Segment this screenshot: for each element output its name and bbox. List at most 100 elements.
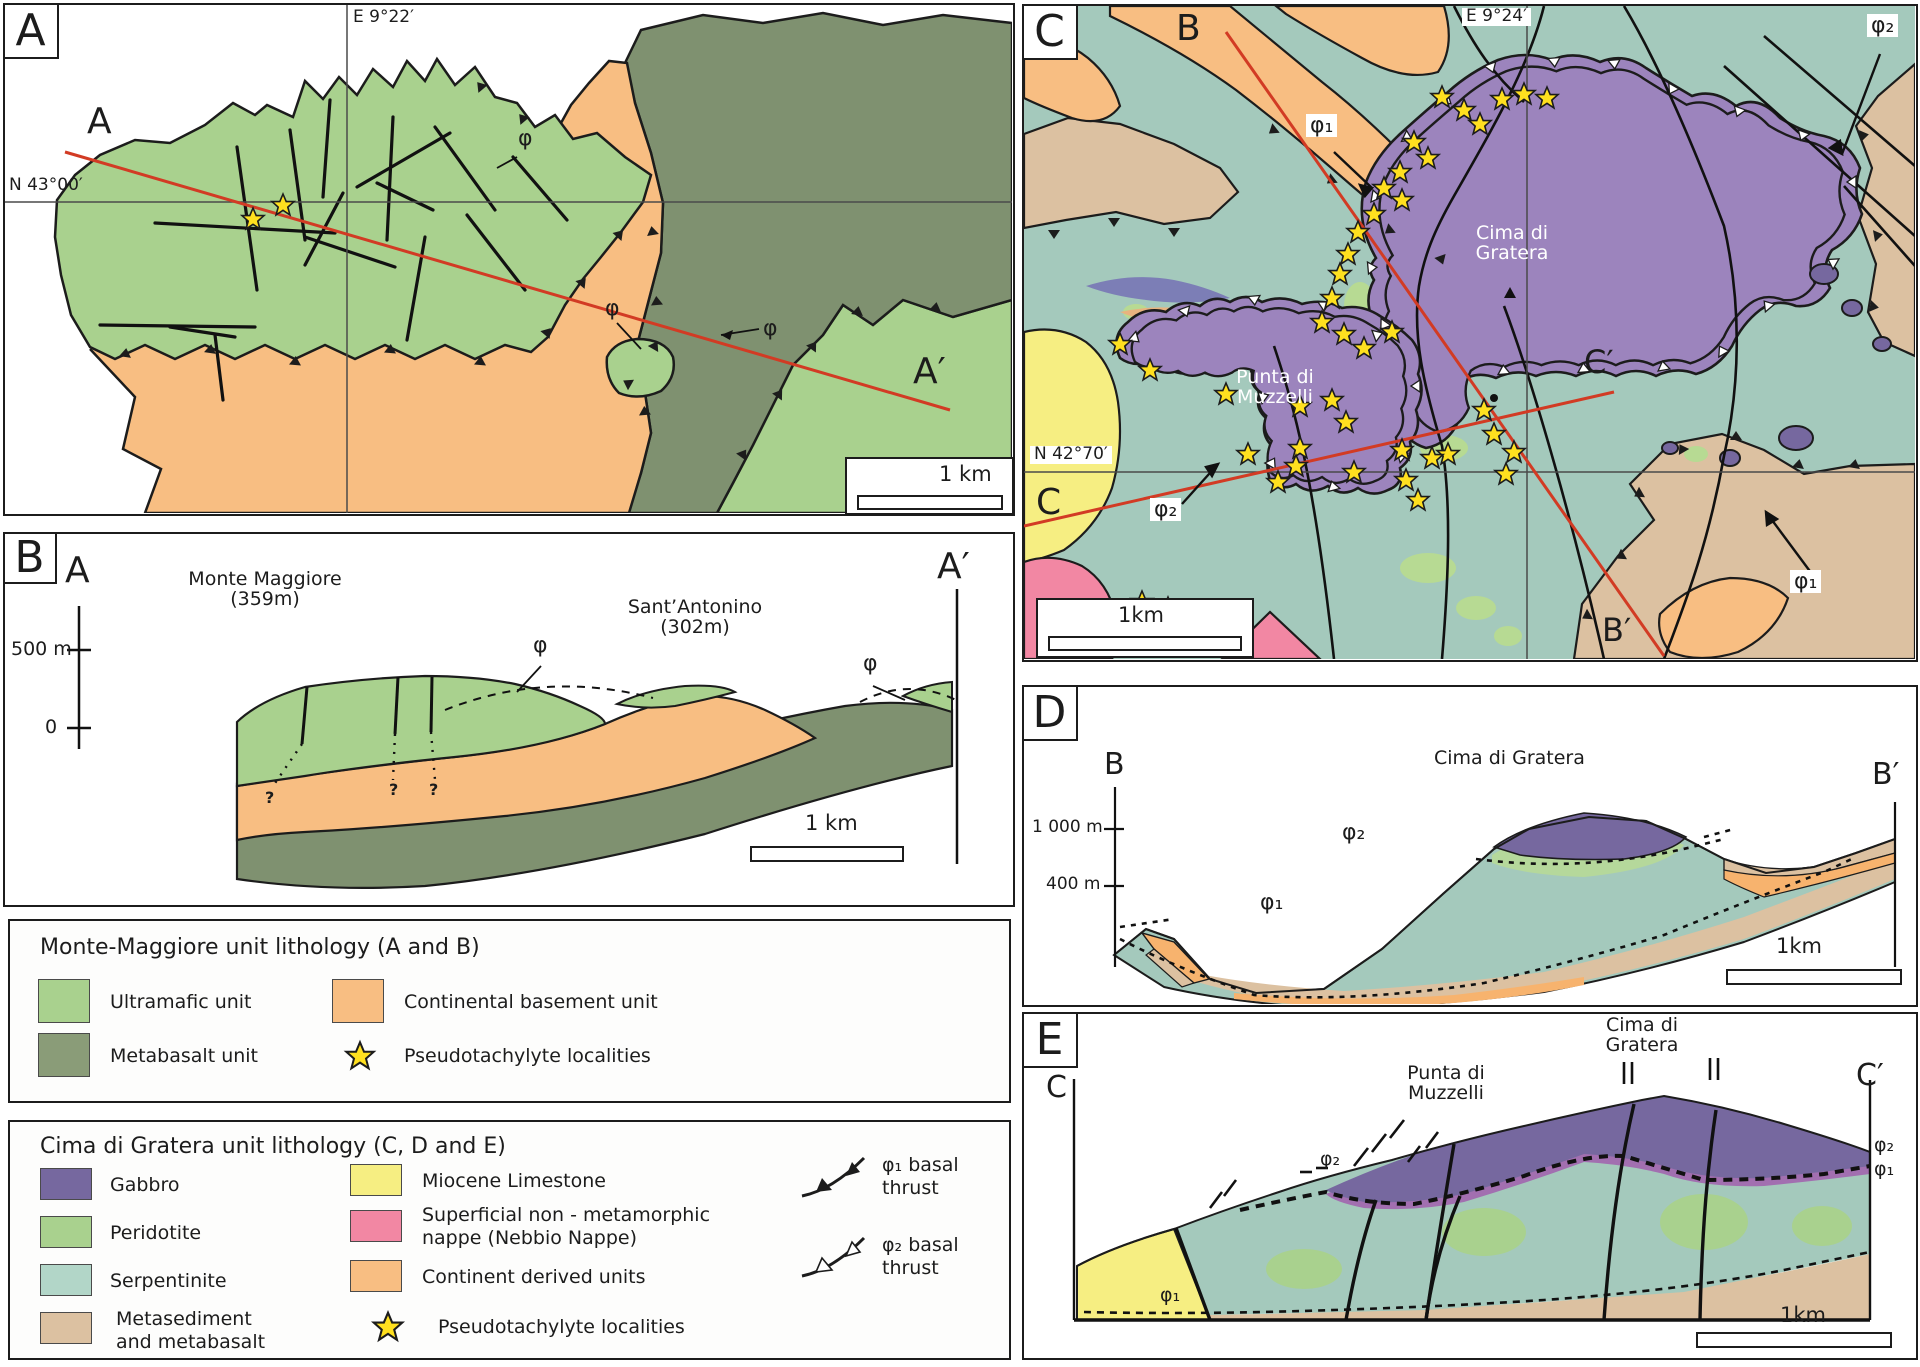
phi2-basal-thrust-icon [801, 1236, 866, 1278]
panel-e-section-art [1072, 1058, 1872, 1322]
legend-label: Continental basement unit [404, 991, 658, 1013]
scale-label: 1km [1118, 603, 1164, 627]
peak-sant-antonino: Sant’Antonino (302m) [627, 596, 763, 638]
section-line-a [64, 150, 951, 412]
legend-label: Metabasalt unit [110, 1045, 259, 1067]
legend-monte-maggiore: Monte-Maggiore unit lithology (A and B) … [8, 919, 1011, 1103]
latitude-label: N 42°70′ [1030, 445, 1112, 464]
section-b-left-end: A [65, 550, 90, 591]
section-e-start: C [1046, 1070, 1067, 1105]
panel-d-cross-section: D B B′ Cima di Gratera 1 000 m 400 m φ₂ … [1021, 684, 1918, 1007]
elevation-tick-500: 500 m [11, 638, 72, 660]
panel-b-section-art [67, 589, 961, 889]
swatch-metasediment [40, 1312, 92, 1344]
section-b-right-end: A′ [937, 546, 970, 587]
panel-a-letter: A [2, 2, 59, 59]
legend-label: Pseudotachylyte localities [438, 1316, 685, 1338]
longitude-label: E 9°22′ [353, 7, 414, 27]
section-line-b [1224, 31, 1666, 657]
panel-d-section-art [1104, 787, 1897, 1004]
phi1-edge-label: φ₁ [1874, 1158, 1895, 1180]
panel-c-map-art [1024, 6, 1915, 659]
legend-label: Peridotite [110, 1222, 202, 1244]
phi1-label: φ₁ [1306, 114, 1338, 137]
section-c-start: C [1036, 482, 1062, 523]
phi1-label: φ₁ [1160, 1284, 1181, 1306]
scale-bar [750, 846, 904, 862]
legend-cima-di-gratera: Cima di Gratera unit lithology (C, D and… [8, 1120, 1011, 1360]
phi2-label: φ₂ [1867, 14, 1899, 37]
uncertainty-mark: ? [429, 780, 439, 799]
legend-label: Gabbro [110, 1174, 180, 1196]
legend-label: Metasediment and metabasalt [116, 1308, 266, 1353]
legend-label: Superficial non - metamorphic nappe (Neb… [422, 1204, 711, 1249]
legend-title: Cima di Gratera unit lithology (C, D and… [40, 1134, 506, 1159]
section-a-start: A [87, 101, 112, 142]
peak-punta-di-muzzelli: Punta di Muzzelli [1407, 1062, 1485, 1104]
section-d-end: B′ [1872, 757, 1900, 792]
legend-label: Pseudotachylyte localities [404, 1045, 651, 1067]
legend-label: Ultramafic unit [110, 991, 252, 1013]
panel-a-map: A E 9°22′ N 43°00′ A A′ φ φ φ 1 km [2, 2, 1015, 516]
swatch-continental-basement [332, 979, 384, 1023]
scale-box: 1km [1036, 598, 1254, 658]
peak-cima-di-gratera: Cima di Gratera [1434, 747, 1585, 769]
scale-box: 1 km [845, 457, 1014, 515]
legend-label: Continent derived units [422, 1266, 646, 1288]
elevation-tick-0: 0 [45, 716, 58, 738]
elevation-tick-400: 400 m [1046, 874, 1101, 894]
peak-punta-di-muzzelli: Punta di Muzzelli [1236, 366, 1314, 408]
swatch-ultramafic [38, 979, 90, 1023]
section-a-end: A′ [913, 351, 946, 392]
swatch-nebbio-nappe [350, 1210, 402, 1242]
elevation-tick-1000: 1 000 m [1032, 817, 1103, 837]
panel-b-cross-section: B A A′ Monte Maggiore (359m) Sant’Antoni… [2, 531, 1015, 907]
phi2-edge-label: φ₂ [1874, 1134, 1895, 1156]
phi-label: φ [518, 126, 533, 151]
section-c-end: C′ [1584, 343, 1614, 381]
uncertainty-mark: ? [389, 780, 399, 799]
peak-monte-maggiore: Monte Maggiore (359m) [188, 568, 342, 610]
phi1-label: φ₁ [1260, 890, 1284, 915]
scale-bar [857, 495, 1003, 510]
uncertainty-mark: ? [265, 788, 275, 807]
swatch-continent-derived [350, 1260, 402, 1292]
summit-triangle-icon [1504, 287, 1516, 298]
panel-c-map: C B E 9°24′ φ₂ φ₁ Cima di Gratera Punta … [1021, 3, 1918, 662]
phi2-label: φ₂ [1150, 498, 1182, 521]
legend-title: Monte-Maggiore unit lithology (A and B) [40, 935, 480, 960]
panel-e-cross-section: E C C′ Cima di Gratera Punta di Muzzelli… [1021, 1011, 1918, 1360]
scale-bar [1048, 636, 1242, 651]
section-line-c [1024, 390, 1615, 528]
longitude-label: E 9°24′ [1462, 7, 1531, 26]
panel-b-letter: B [2, 531, 57, 584]
panel-e-letter: E [1021, 1011, 1078, 1068]
star-icon [345, 1041, 375, 1070]
legend-label: Serpentinite [110, 1270, 227, 1292]
phi-label: φ [863, 651, 878, 676]
swatch-gabbro [40, 1168, 92, 1200]
section-d-start: B [1104, 747, 1125, 782]
phi2-label: φ₂ [1320, 1148, 1341, 1170]
section-b-end: B′ [1602, 611, 1632, 649]
phi-label: φ [533, 633, 548, 658]
thrust-label: φ₂ basal thrust [882, 1234, 959, 1279]
phi1-label: φ₁ [1790, 570, 1822, 593]
scale-label: 1km [1780, 1303, 1826, 1327]
panel-d-letter: D [1021, 684, 1078, 741]
legend-label: Miocene Limestone [422, 1170, 606, 1192]
thrust-label: φ₁ basal thrust [882, 1154, 959, 1199]
scale-label: 1km [1776, 934, 1822, 958]
panel-c-letter: C [1021, 3, 1078, 60]
phi2-label: φ₂ [1342, 820, 1366, 845]
phi-label: φ [605, 296, 620, 321]
swatch-peridotite [40, 1216, 92, 1248]
swatch-serpentinite [40, 1264, 92, 1296]
phi-label: φ [763, 316, 778, 341]
gabbro-small-bodies [1661, 263, 1892, 467]
peak-cima-di-gratera: Cima di Gratera [1605, 1014, 1679, 1056]
scale-bar [1726, 969, 1902, 985]
section-b-start: B [1176, 8, 1201, 49]
scale-label: 1 km [805, 811, 858, 835]
